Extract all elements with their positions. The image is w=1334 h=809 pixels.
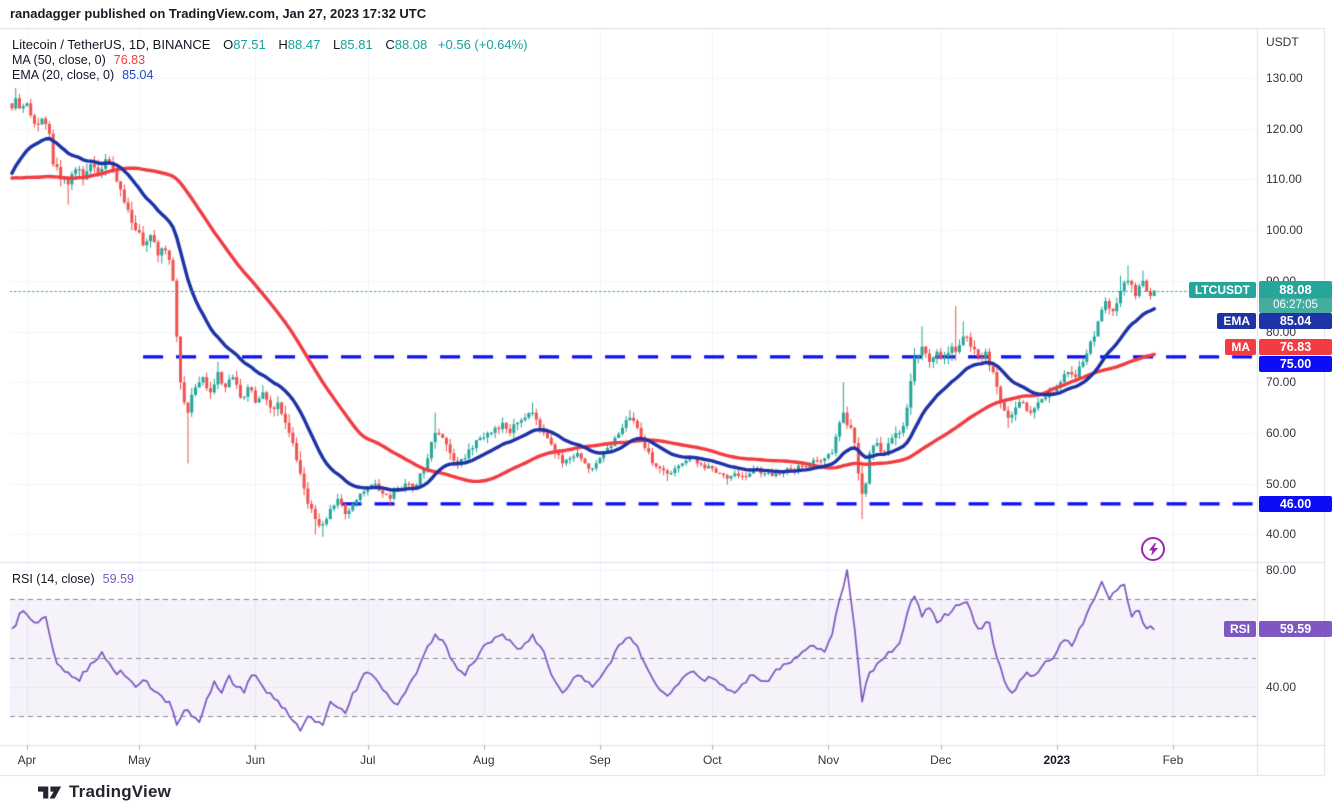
published-bar: ranadagger published on TradingView.com,… [10,6,427,21]
price-tick-label: 40.00 [1266,527,1297,542]
rsi-legend-label[interactable]: RSI (14, close) [12,572,95,586]
bar-countdown: 06:27:05 [1259,298,1332,313]
ma-value-badge: 76.83 [1259,339,1332,355]
month-label: Feb [1162,753,1184,767]
month-label: Jul [360,753,376,767]
rsi-value-badge: 59.59 [1259,621,1332,637]
month-label: Jun [245,753,266,767]
ohlc-close-key: C [385,37,395,52]
price-tick-label: 110.00 [1266,172,1302,187]
rsi-tag: RSI [1223,621,1256,637]
rsi-legend: RSI (14, close) 59.59 [12,572,134,586]
ohlc-open-key: O [223,37,234,52]
month-label: May [127,753,151,767]
ema-tag: EMA [1217,313,1256,329]
price-tick-label: 70.00 [1266,375,1297,390]
ohlc-open-value: 87.51 [233,37,266,52]
ohlc-low-key: L [332,37,341,52]
ma-legend-value: 76.83 [113,53,146,67]
month-label: Dec [930,753,952,767]
rsi-tick-label: 80.00 [1266,563,1297,577]
ma-tag: MA [1225,339,1256,355]
footer-brand[interactable]: TradingView [38,782,171,802]
ohlc-high-key: H [278,37,288,52]
brand-text: TradingView [69,782,172,801]
ohlc-high-value: 88.47 [287,37,321,52]
level-46-badge: 46.00 [1259,496,1332,512]
price-tick-label: 100.00 [1266,223,1303,238]
month-label: 2023 [1043,753,1071,767]
lightning-bolt-glyph [1148,542,1158,556]
month-label: Nov [817,753,840,767]
last-price: 88.08 [1259,281,1332,298]
ema-legend-value: 85.04 [122,68,154,82]
price-axis-unit: USDT [1266,35,1299,49]
ema-legend-label[interactable]: EMA (20, close, 0) [12,68,115,82]
symbol-price-badge: 88.08 06:27:05 [1259,281,1332,313]
month-label: Aug [473,753,495,767]
month-label: Apr [17,753,37,767]
ema-value-badge: 85.04 [1259,313,1332,329]
month-label: Oct [702,753,722,767]
symbol-title[interactable]: Litecoin / TetherUS, 1D, BINANCE [12,37,211,52]
price-tick-label: 60.00 [1266,425,1297,440]
chart-legend: Litecoin / TetherUS, 1D, BINANCE O87.51 … [12,37,528,83]
symbol-price-tag: LTCUSDT [1188,282,1256,298]
change-value: +0.56 (+0.64%) [437,37,528,52]
level-75-badge: 75.00 [1259,356,1332,372]
ma-legend-label[interactable]: MA (50, close, 0) [12,53,106,67]
ohlc-close-value: 88.08 [394,37,428,52]
ohlc-low-value: 85.81 [340,37,373,52]
month-label: Sep [589,753,611,767]
lightning-icon[interactable] [1141,537,1165,561]
rsi-legend-value: 59.59 [102,572,134,586]
price-tick-label: 130.00 [1266,71,1303,85]
tradingview-logo-icon [38,786,62,798]
price-tick-label: 120.00 [1266,121,1303,136]
rsi-tick-label: 40.00 [1266,680,1297,694]
price-tick-label: 50.00 [1266,476,1297,491]
